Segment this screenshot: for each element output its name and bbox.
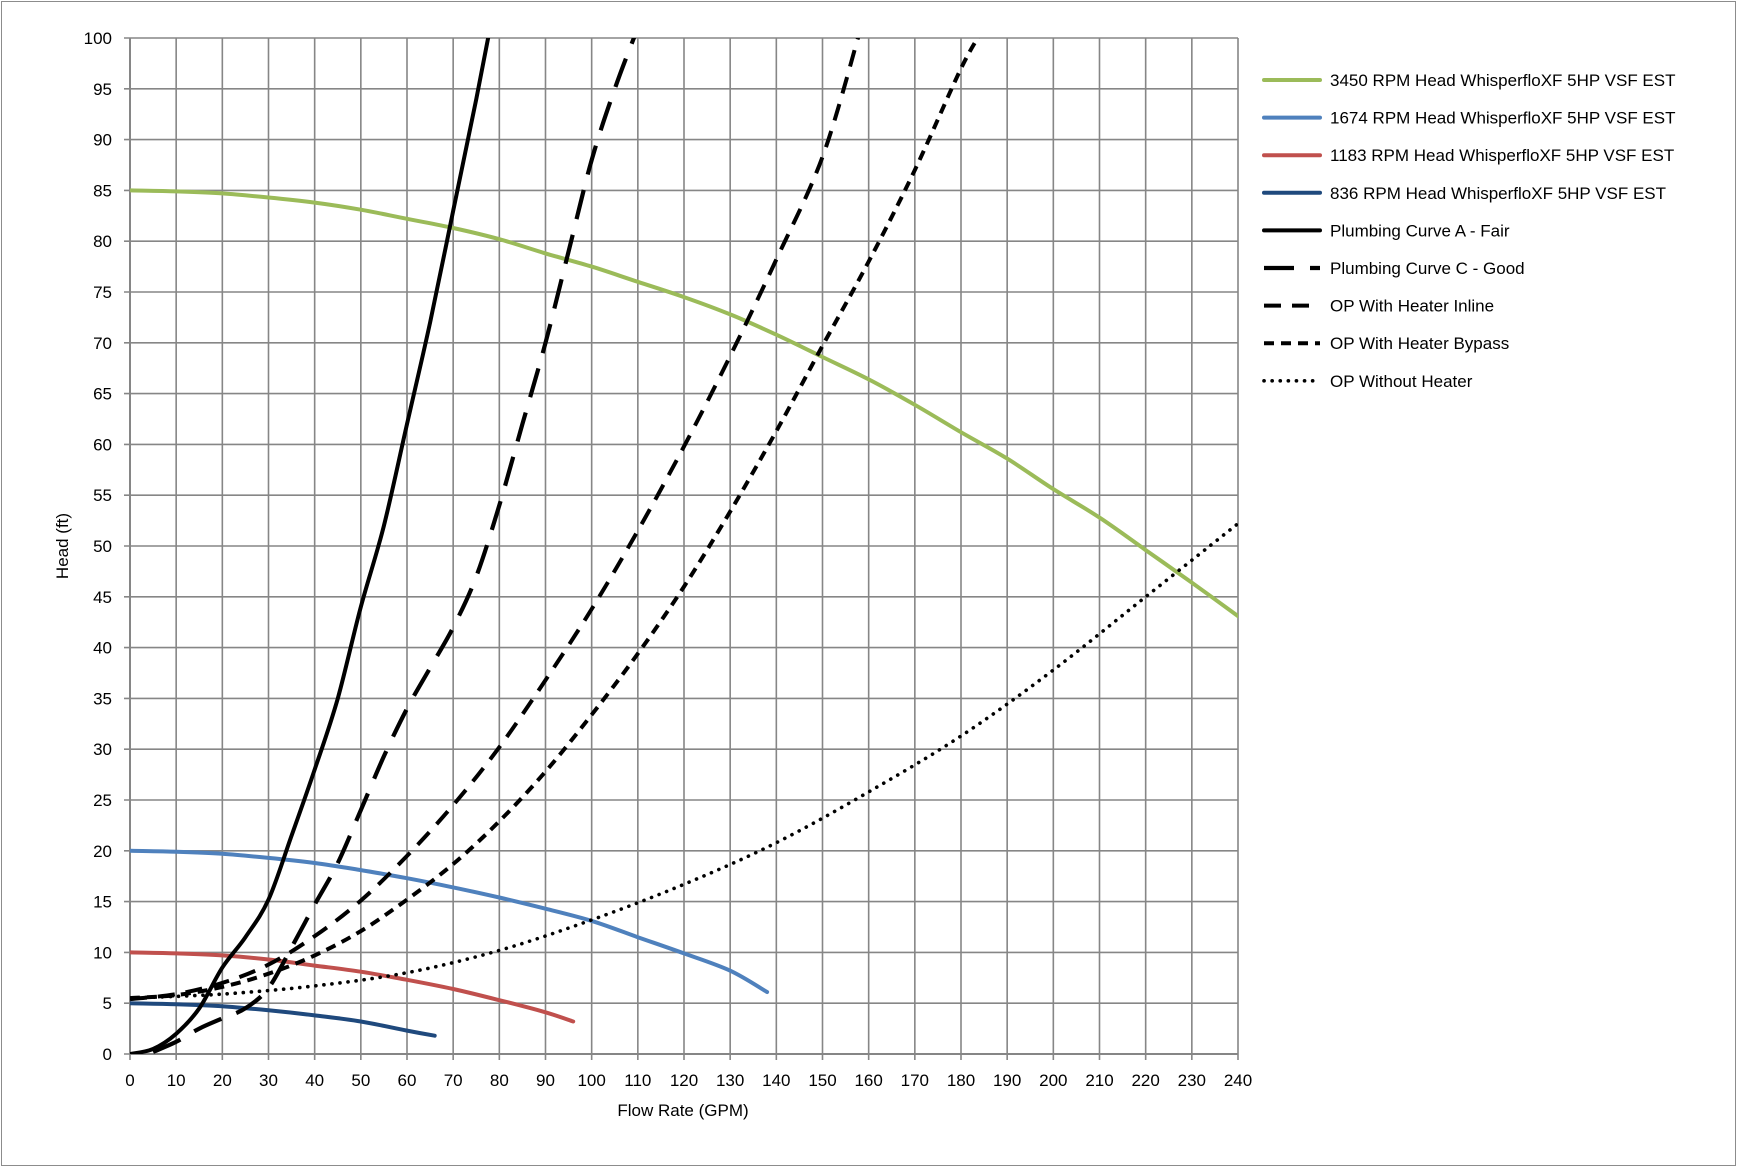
- x-tick-label: 50: [351, 1071, 370, 1090]
- y-tick-label: 15: [93, 893, 112, 912]
- y-tick-label: 55: [93, 486, 112, 505]
- x-tick-label: 40: [305, 1071, 324, 1090]
- x-tick-label: 200: [1039, 1071, 1067, 1090]
- x-tick-labels: 0 10 20 30 40 50 60 70 80 90 100 110 120 130 140 150 160…: [125, 1071, 1252, 1090]
- y-tick-label: 100: [84, 29, 112, 48]
- x-tick-label: 160: [854, 1071, 882, 1090]
- y-axis-label: Head (ft): [53, 513, 72, 579]
- y-tick-label: 0: [103, 1045, 112, 1064]
- y-tick-label: 10: [93, 943, 112, 962]
- y-tick-label: 90: [93, 131, 112, 150]
- x-tick-label: 140: [762, 1071, 790, 1090]
- y-tick-label: 60: [93, 435, 112, 454]
- y-tick-label: 75: [93, 283, 112, 302]
- x-tick-label: 120: [670, 1071, 698, 1090]
- x-tick-label: 70: [444, 1071, 463, 1090]
- x-tick-label: 150: [808, 1071, 836, 1090]
- y-tick-label: 35: [93, 689, 112, 708]
- series-line-7: [130, 38, 861, 1002]
- series-line-9: [130, 521, 1238, 1000]
- x-tick-label: 20: [213, 1071, 232, 1090]
- x-tick-label: 130: [716, 1071, 744, 1090]
- x-tick-label: 180: [947, 1071, 975, 1090]
- grid: [124, 37, 1239, 1060]
- series-line-5: [130, 38, 491, 1054]
- y-tick-label: 5: [103, 994, 112, 1013]
- x-tick-label: 80: [490, 1071, 509, 1090]
- y-tick-label: 80: [93, 232, 112, 251]
- y-tick-label: 65: [93, 385, 112, 404]
- legend-label: 1674 RPM Head WhisperfloXF 5HP VSF EST: [1330, 109, 1676, 128]
- legend-label: Plumbing Curve C - Good: [1330, 259, 1525, 278]
- legend-label: 1183 RPM Head WhisperfloXF 5HP VSF EST: [1330, 146, 1674, 165]
- y-tick-label: 50: [93, 537, 112, 556]
- x-tick-label: 0: [125, 1071, 134, 1090]
- series-line-8: [130, 38, 981, 1001]
- y-tick-label: 95: [93, 80, 112, 99]
- series-line-2: [130, 848, 770, 994]
- x-tick-label: 90: [536, 1071, 555, 1090]
- y-tick-labels: 0 5 10 15 20 25 30 35 40 45 50 55 60 65 70 75 80 85 90 95 10…: [84, 29, 112, 1064]
- y-tick-label: 40: [93, 639, 112, 658]
- legend-label: Plumbing Curve A - Fair: [1330, 221, 1510, 240]
- series-lines: [130, 38, 1238, 1054]
- x-tick-label: 30: [259, 1071, 278, 1090]
- legend-label: OP Without Heater: [1330, 372, 1473, 391]
- x-tick-label: 230: [1178, 1071, 1206, 1090]
- x-tick-label: 60: [398, 1071, 417, 1090]
- y-tick-label: 25: [93, 791, 112, 810]
- series-line-6: [152, 38, 637, 1054]
- x-tick-label: 240: [1224, 1071, 1252, 1090]
- legend-label: 3450 RPM Head WhisperfloXF 5HP VSF EST: [1330, 71, 1676, 90]
- y-tick-label: 30: [93, 740, 112, 759]
- y-tick-label: 20: [93, 842, 112, 861]
- series-line-3: [130, 950, 576, 1024]
- x-tick-label: 220: [1131, 1071, 1159, 1090]
- y-tick-label: 85: [93, 181, 112, 200]
- x-tick-label: 110: [624, 1071, 651, 1090]
- x-tick-label: 170: [901, 1071, 929, 1090]
- series-line-1: [130, 188, 1238, 619]
- x-tick-label: 100: [577, 1071, 605, 1090]
- legend-label: OP With Heater Inline: [1330, 297, 1494, 316]
- legend: 3450 RPM Head WhisperfloXF 5HP VSF EST 16…: [1262, 71, 1676, 391]
- legend-label: OP With Heater Bypass: [1330, 334, 1509, 353]
- x-tick-label: 10: [167, 1071, 186, 1090]
- x-tick-label: 190: [993, 1071, 1021, 1090]
- series-line-4: [130, 1001, 437, 1038]
- y-tick-label: 70: [93, 334, 112, 353]
- legend-label: 836 RPM Head WhisperfloXF 5HP VSF EST: [1330, 184, 1666, 203]
- x-tick-label: 210: [1085, 1071, 1113, 1090]
- x-axis-label: Flow Rate (GPM): [617, 1101, 748, 1120]
- y-tick-label: 45: [93, 588, 112, 607]
